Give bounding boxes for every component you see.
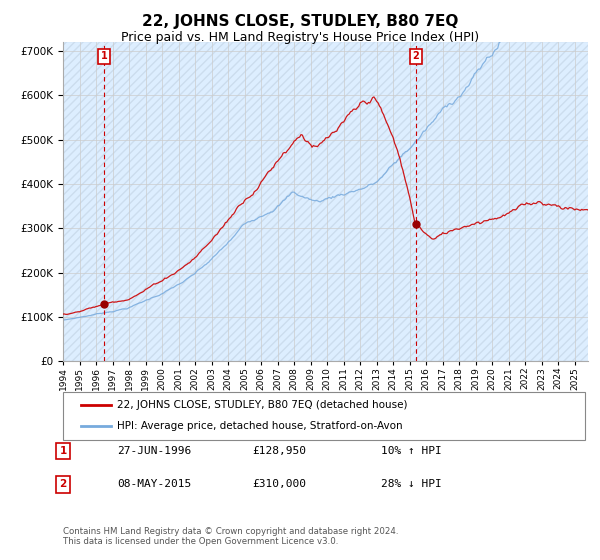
Text: 1: 1 (59, 446, 67, 456)
Text: 2: 2 (59, 479, 67, 489)
Text: 08-MAY-2015: 08-MAY-2015 (117, 479, 191, 489)
Text: 22, JOHNS CLOSE, STUDLEY, B80 7EQ: 22, JOHNS CLOSE, STUDLEY, B80 7EQ (142, 14, 458, 29)
Text: 2: 2 (412, 52, 419, 62)
Text: 22, JOHNS CLOSE, STUDLEY, B80 7EQ (detached house): 22, JOHNS CLOSE, STUDLEY, B80 7EQ (detac… (117, 400, 407, 410)
Text: 10% ↑ HPI: 10% ↑ HPI (381, 446, 442, 456)
Text: HPI: Average price, detached house, Stratford-on-Avon: HPI: Average price, detached house, Stra… (117, 421, 403, 431)
Text: Contains HM Land Registry data © Crown copyright and database right 2024.
This d: Contains HM Land Registry data © Crown c… (63, 526, 398, 546)
Text: Price paid vs. HM Land Registry's House Price Index (HPI): Price paid vs. HM Land Registry's House … (121, 31, 479, 44)
Text: 28% ↓ HPI: 28% ↓ HPI (381, 479, 442, 489)
Text: 1: 1 (101, 52, 107, 62)
Text: £128,950: £128,950 (252, 446, 306, 456)
Text: 27-JUN-1996: 27-JUN-1996 (117, 446, 191, 456)
Text: £310,000: £310,000 (252, 479, 306, 489)
